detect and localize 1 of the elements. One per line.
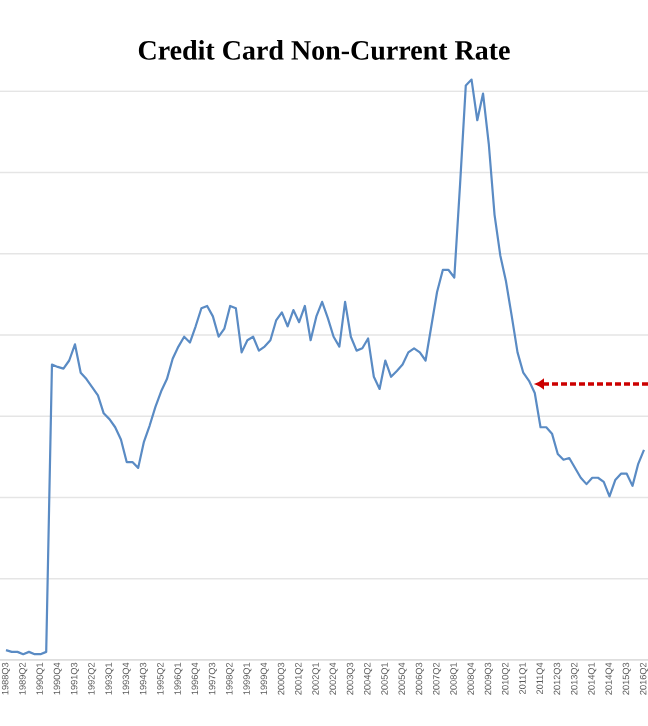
chart-title: Credit Card Non-Current Rate — [138, 40, 510, 60]
